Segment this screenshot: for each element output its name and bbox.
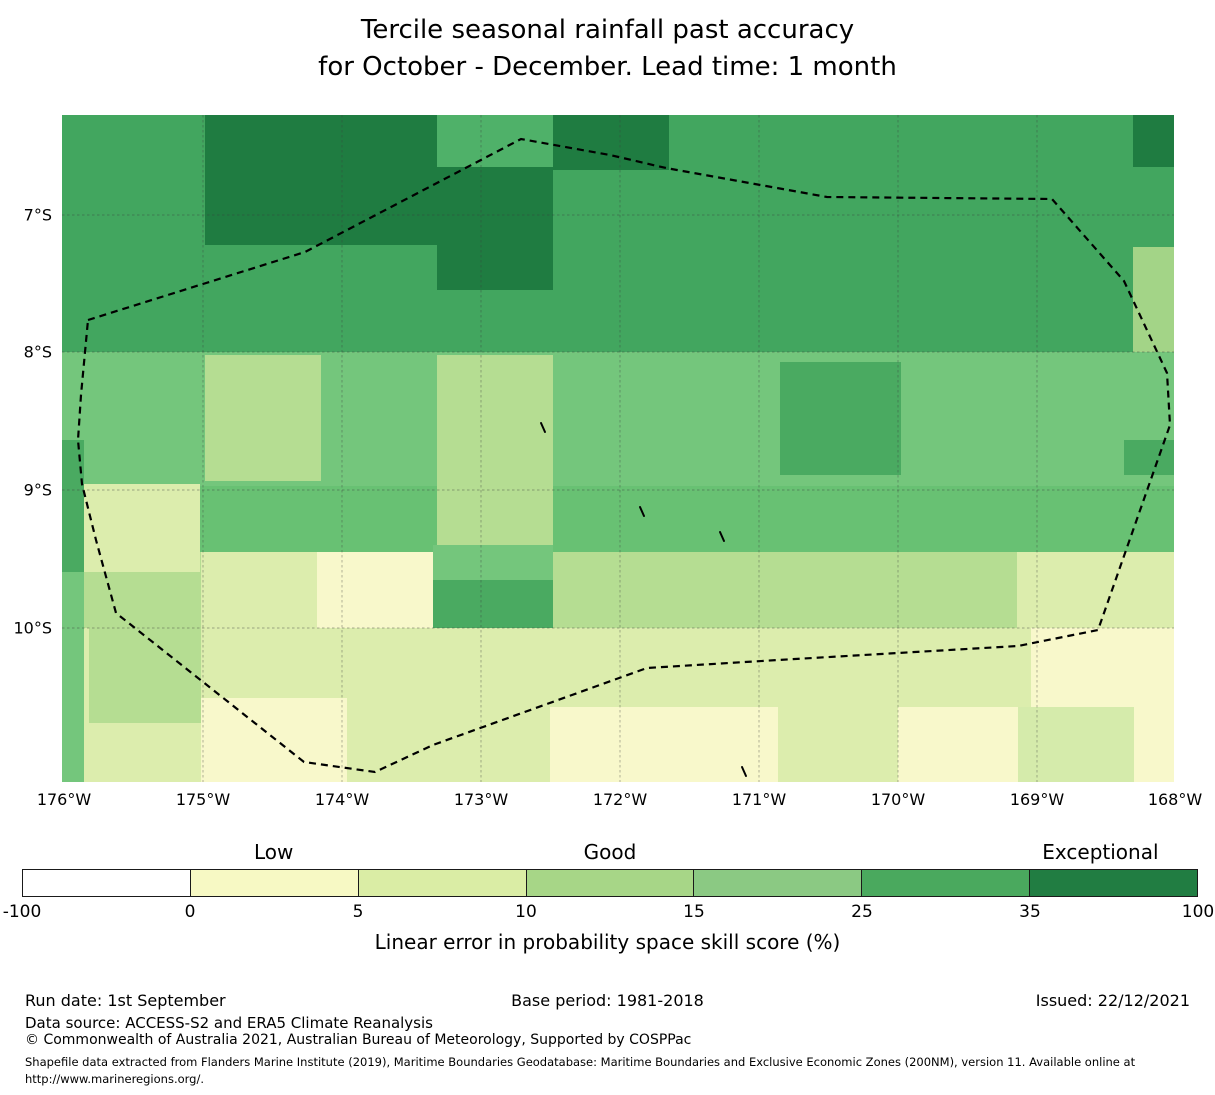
colorbar-category-label: Exceptional [1042,840,1159,864]
heatmap-cell [1018,707,1134,782]
island-mark [719,531,725,542]
colorbar-category-label: Good [583,840,637,864]
x-tick-label: 171°W [731,790,787,809]
x-tick-label: 169°W [1009,790,1065,809]
heatmap-cell [62,486,1174,552]
heatmap-cell [201,552,317,628]
heatmap-cell [1124,440,1174,475]
footer-copyright: © Commonwealth of Australia 2021, Austra… [25,1032,692,1048]
chart-title-line1: Tercile seasonal rainfall past accuracy [360,15,855,45]
colorbar-segment [862,870,1031,896]
colorbar-segment [694,870,863,896]
y-tick-label: 7°S [23,205,52,225]
y-tick-label: 10°S [13,618,52,638]
colorbar-segment [1030,870,1198,896]
heatmap-cell [553,115,669,170]
x-tick-label: 175°W [175,790,231,809]
x-tick-label: 176°W [36,790,92,809]
colorbar-segment [23,870,191,896]
colorbar-tick-label: 5 [352,902,364,922]
map-plot-area [62,115,1174,782]
colorbar-tick-label: 15 [683,902,705,922]
colorbar-segment [526,870,695,896]
heatmap-cell [550,707,778,782]
heatmap-cell [437,167,553,290]
y-tick-label: 9°S [23,480,52,500]
colorbar-tick-label: 35 [1019,902,1041,922]
colorbar-category-label: Low [253,840,294,864]
heatmap-cell [1031,628,1174,707]
colorbar-tick-label: 0 [184,902,196,922]
x-tick-label: 168°W [1147,790,1203,809]
map-svg [62,115,1174,782]
colorbar-tick-label: 10 [515,902,537,922]
colorbar-segment [358,870,527,896]
heatmap-cell [62,572,84,782]
x-tick-label: 173°W [453,790,509,809]
heatmap-cell [317,552,433,628]
footer-shapefile-note-line2: http://www.marineregions.org/. [25,1072,204,1086]
heatmap-cell [62,440,84,572]
footer-shapefile-note-line1: Shapefile data extracted from Flanders M… [25,1055,1136,1069]
heatmap-cell [84,484,200,572]
heatmap-cell [205,355,321,481]
chart-title-line2: for October - December. Lead time: 1 mon… [318,52,897,82]
colorbar-tick-label: 25 [851,902,873,922]
chart-title: Tercile seasonal rainfall past accuracy … [0,12,1215,86]
colorbar-segment [190,870,359,896]
heatmap-cell [1017,552,1174,628]
heatmap-cell [898,707,1018,782]
x-tick-label: 172°W [592,790,648,809]
heatmap-cell [437,355,553,545]
island-mark [741,766,747,777]
heatmap-cell [780,362,901,475]
colorbar-tick-label: -100 [2,902,42,922]
heatmap-cell [201,698,347,782]
heatmap-cell [1133,247,1174,352]
heatmap-cell [205,115,437,245]
island-mark [639,506,645,517]
footer-issued: Issued: 22/12/2021 [1035,991,1190,1010]
footer-base-period: Base period: 1981-2018 [511,991,704,1010]
heatmap-cell [1134,707,1174,782]
x-tick-label: 170°W [870,790,926,809]
footer-run-date: Run date: 1st September [25,991,226,1010]
island-mark [540,422,546,433]
colorbar-tick-label: 100 [1181,902,1215,922]
colorbar-axis-label: Linear error in probability space skill … [374,930,841,954]
heatmap-cell [1133,115,1174,167]
colorbar-bar [22,869,1198,897]
heatmap-cell [89,628,201,723]
heatmap-cell [433,545,553,580]
footer-data-source: Data source: ACCESS-S2 and ERA5 Climate … [25,1014,433,1032]
heatmap-cell [433,580,553,628]
x-tick-label: 174°W [314,790,370,809]
y-tick-label: 8°S [23,342,52,362]
